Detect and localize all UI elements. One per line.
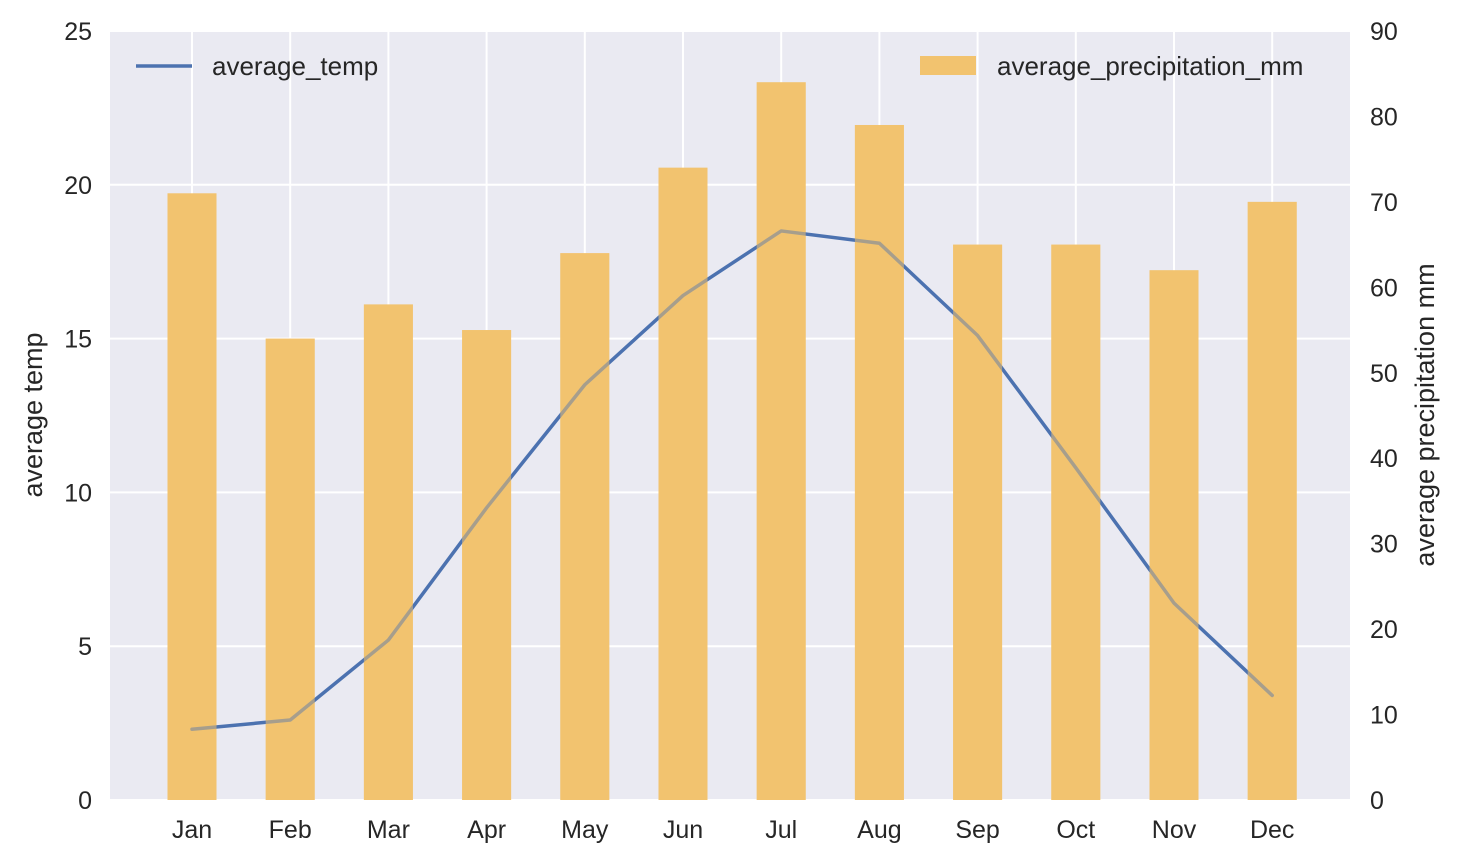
- y-tick-right-label: 60: [1370, 274, 1398, 302]
- y-tick-right-label: 80: [1370, 103, 1398, 131]
- bar-overlay-jun: [658, 167, 708, 800]
- bar-overlay-jul: [756, 82, 806, 801]
- x-tick-label: Sep: [955, 816, 999, 844]
- x-tick-label: Nov: [1152, 816, 1197, 844]
- x-tick-label: May: [561, 816, 609, 844]
- legend-temperature: average_temp: [136, 51, 378, 81]
- y-tick-right-label: 20: [1370, 616, 1398, 644]
- y-tick-left-label: 0: [78, 787, 92, 815]
- legend-precipitation: average_precipitation_mm: [920, 51, 1303, 81]
- precipitation-bars-overlay: [167, 82, 1297, 801]
- x-tick-label: Feb: [269, 816, 312, 844]
- x-tick-label: Jul: [765, 816, 797, 844]
- y-tick-left-label: 20: [64, 172, 92, 200]
- legend-line-label: average_temp: [212, 51, 378, 81]
- y-tick-left-label: 25: [64, 18, 92, 46]
- bar-overlay-may: [560, 253, 610, 801]
- y-tick-right-label: 10: [1370, 702, 1398, 730]
- bar-overlay-apr: [462, 330, 512, 800]
- y-tick-right-label: 30: [1370, 531, 1398, 559]
- x-tick-label: Apr: [467, 816, 506, 844]
- legend-bar-label: average_precipitation_mm: [997, 51, 1303, 81]
- y-tick-right-label: 0: [1370, 787, 1384, 815]
- bar-overlay-mar: [363, 304, 413, 800]
- x-tick-label: Jun: [663, 816, 703, 844]
- x-tick-label: Dec: [1250, 816, 1294, 844]
- tick-labels: 0 5 10 15 20 25 0 10 20 30 40 50 60 70 80 90 Jan Feb Mar Ap…: [64, 18, 1398, 844]
- y-axis-label-left: average temp: [18, 332, 48, 497]
- y-tick-left-label: 10: [64, 479, 92, 507]
- x-tick-label: Oct: [1056, 816, 1095, 844]
- legend-bar-swatch: [920, 56, 976, 75]
- y-tick-left-label: 5: [78, 633, 92, 661]
- y-tick-right-label: 40: [1370, 445, 1398, 473]
- plot-area: [110, 31, 1350, 800]
- bar-overlay-nov: [1149, 270, 1199, 800]
- y-tick-left-label: 15: [64, 326, 92, 354]
- bar-overlay-aug: [854, 124, 904, 800]
- y-tick-right-label: 50: [1370, 360, 1398, 388]
- y-axis-label-right: average precipitation mm: [1410, 263, 1440, 566]
- bar-overlay-sep: [953, 244, 1003, 801]
- bar-overlay-jan: [167, 193, 217, 800]
- x-tick-label: Mar: [367, 816, 410, 844]
- y-tick-right-label: 70: [1370, 189, 1398, 217]
- bar-overlay-dec: [1247, 201, 1297, 800]
- x-tick-label: Aug: [857, 816, 901, 844]
- bar-overlay-feb: [265, 338, 315, 800]
- y-tick-right-label: 90: [1370, 18, 1398, 46]
- bar-overlay-oct: [1051, 244, 1101, 801]
- x-tick-label: Jan: [172, 816, 212, 844]
